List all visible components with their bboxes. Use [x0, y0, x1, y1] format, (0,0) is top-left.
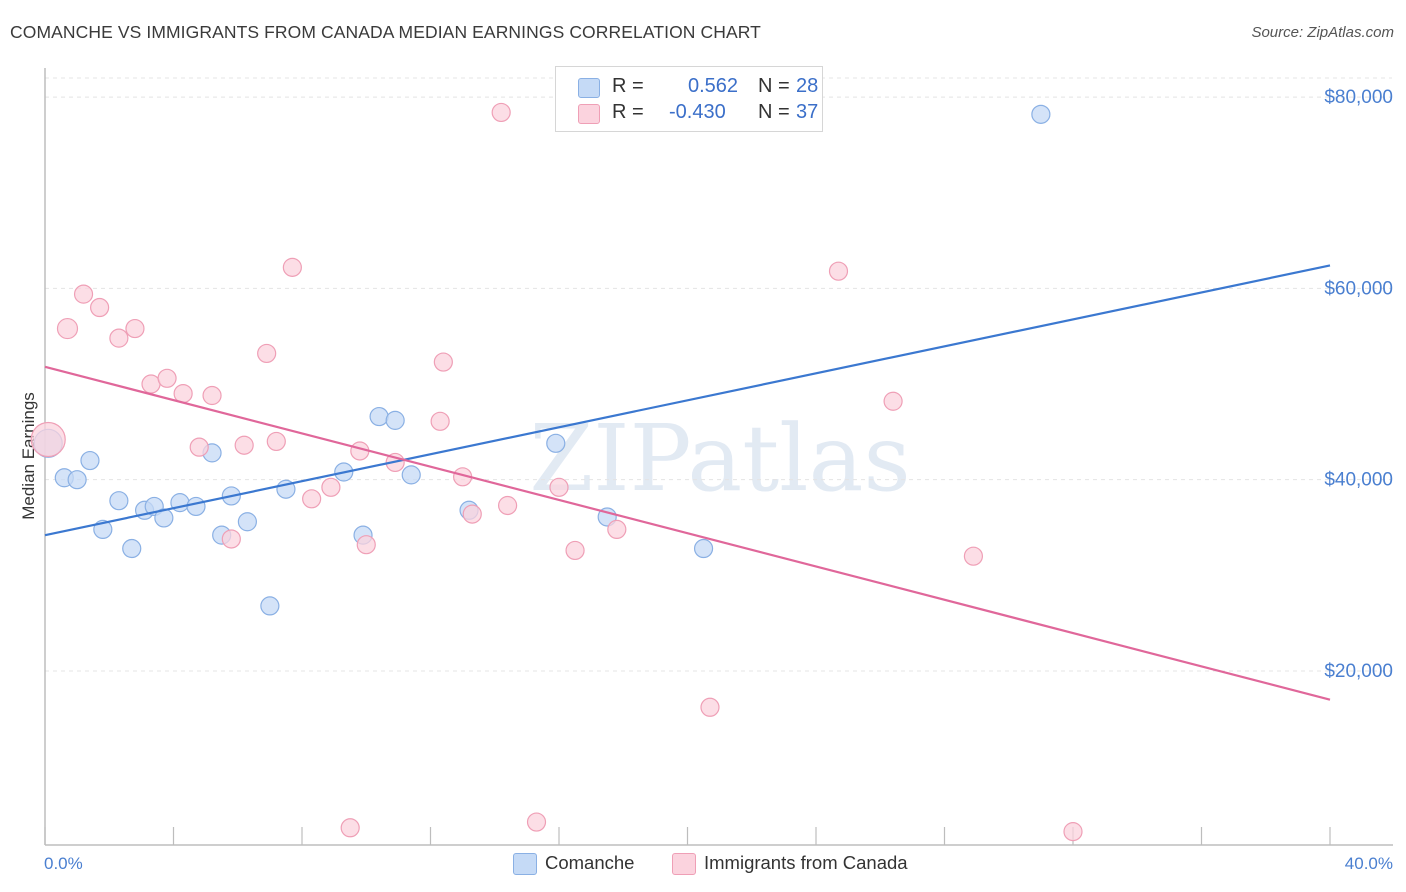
point-canada — [491, 102, 511, 123]
point-canada — [125, 318, 145, 339]
legend-swatch-canada — [578, 104, 600, 124]
legend-n-value-comanche: 28 — [796, 75, 819, 97]
point-canada — [565, 540, 585, 561]
point-comanche — [401, 465, 421, 485]
point-canada — [141, 374, 161, 394]
point-canada — [607, 519, 627, 540]
point-canada — [430, 411, 450, 431]
bottom-legend-swatch-comanche — [513, 853, 537, 875]
point-canada — [1063, 822, 1083, 842]
point-canada — [963, 546, 984, 566]
x-tick-label-end: 40.0% — [1345, 854, 1393, 873]
y-tick-label: $80,000 — [1324, 87, 1393, 108]
point-comanche — [385, 410, 405, 430]
bottom-legend-label-comanche: Comanche — [545, 852, 635, 873]
point-canada — [109, 328, 129, 348]
point-comanche — [80, 450, 100, 471]
point-canada — [433, 352, 453, 372]
point-comanche — [369, 406, 389, 427]
point-canada — [221, 529, 241, 549]
point-canada — [157, 368, 177, 388]
x-tick-label-start: 0.0% — [44, 854, 83, 873]
legend-r-label: R = — [612, 75, 644, 97]
point-comanche — [67, 470, 87, 490]
point-canada — [30, 421, 66, 458]
legend-n-label: N = — [758, 101, 790, 123]
point-canada — [90, 297, 110, 318]
legend-r-label: R = — [612, 101, 644, 123]
point-canada — [498, 495, 518, 516]
point-canada — [56, 317, 79, 340]
point-comanche — [237, 512, 257, 532]
point-canada — [266, 431, 286, 452]
point-canada — [462, 504, 482, 524]
trendline-canada — [44, 365, 1331, 701]
point-canada — [526, 812, 547, 832]
point-comanche — [693, 538, 714, 559]
source-note: Source: ZipAtlas.com — [1251, 24, 1394, 41]
legend-swatch-comanche — [578, 78, 600, 98]
point-canada — [282, 257, 302, 277]
point-comanche — [122, 538, 142, 559]
legend-r-value-comanche: 0.562 — [688, 75, 739, 97]
y-tick-label: $40,000 — [1324, 470, 1393, 491]
point-canada — [257, 343, 277, 364]
point-canada — [321, 477, 341, 497]
point-canada — [234, 435, 254, 455]
point-comanche — [186, 496, 206, 517]
y-tick-label: $60,000 — [1324, 278, 1393, 299]
chart-title: COMANCHE VS IMMIGRANTS FROM CANADA MEDIA… — [10, 22, 761, 42]
legend-n-value-canada: 37 — [796, 101, 819, 123]
bottom-legend-label-canada: Immigrants from Canada — [704, 852, 908, 873]
point-canada — [302, 489, 322, 509]
point-comanche — [546, 433, 566, 453]
point-comanche — [154, 508, 174, 528]
point-canada — [340, 818, 360, 838]
point-comanche — [260, 596, 280, 616]
watermark: ZIPatlas — [529, 405, 910, 512]
point-canada — [73, 284, 94, 304]
point-comanche — [1031, 104, 1051, 124]
point-canada — [189, 437, 209, 457]
legend-r-value-canada: -0.430 — [669, 101, 726, 123]
point-canada — [700, 697, 720, 717]
point-canada — [883, 391, 903, 411]
y-axis-label: Median Earnings — [19, 392, 38, 520]
trendline-comanche — [44, 264, 1331, 537]
point-comanche — [109, 491, 129, 511]
y-tick-label: $20,000 — [1324, 661, 1393, 682]
point-canada — [202, 385, 222, 406]
point-canada — [828, 261, 849, 281]
bottom-legend-swatch-canada — [672, 853, 696, 875]
point-canada — [356, 535, 376, 555]
point-canada — [549, 477, 569, 497]
stats-legend: R = 0.562 N = 28 R = -0.430 N = 37 — [555, 66, 823, 132]
legend-n-label: N = — [758, 75, 790, 97]
